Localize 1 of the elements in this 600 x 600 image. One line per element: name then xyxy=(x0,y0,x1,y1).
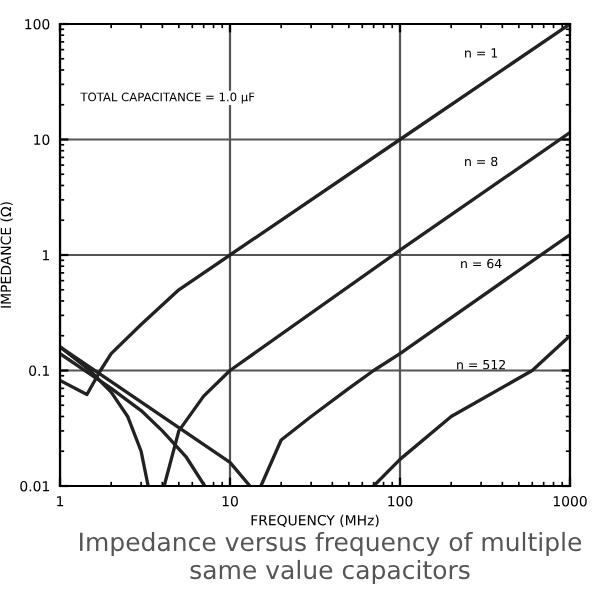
text: Impedance versus frequency of multiple same value capacitors xyxy=(80,531,582,585)
